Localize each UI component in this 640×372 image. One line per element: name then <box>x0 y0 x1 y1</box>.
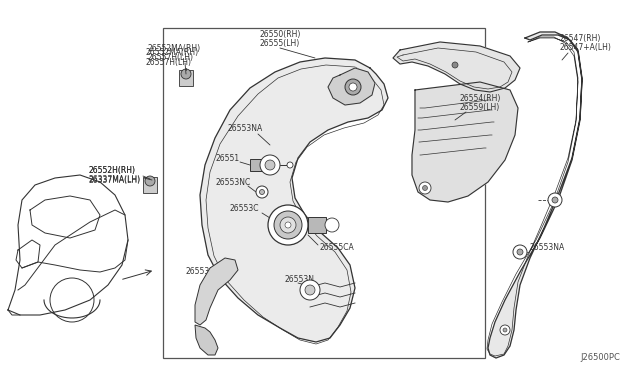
Circle shape <box>422 186 428 190</box>
Text: J26500PC: J26500PC <box>580 353 620 362</box>
Polygon shape <box>488 32 582 358</box>
Text: 26555(LH): 26555(LH) <box>260 38 300 48</box>
Text: 26552MA(RH): 26552MA(RH) <box>148 44 201 52</box>
Circle shape <box>268 205 308 245</box>
Circle shape <box>305 285 315 295</box>
FancyBboxPatch shape <box>308 217 326 233</box>
Circle shape <box>419 182 431 194</box>
Circle shape <box>265 160 275 170</box>
Text: 26553NC: 26553NC <box>216 177 252 186</box>
Circle shape <box>513 245 527 259</box>
Circle shape <box>256 186 268 198</box>
Circle shape <box>517 249 523 255</box>
Circle shape <box>287 162 293 168</box>
Text: 26552H(RH): 26552H(RH) <box>88 166 135 174</box>
Polygon shape <box>195 325 218 355</box>
Text: 26553C: 26553C <box>230 203 259 212</box>
Text: 26559(LH): 26559(LH) <box>460 103 500 112</box>
Circle shape <box>345 79 361 95</box>
Circle shape <box>300 280 320 300</box>
Circle shape <box>285 222 291 228</box>
Polygon shape <box>195 258 238 325</box>
Text: 26554(RH): 26554(RH) <box>460 93 501 103</box>
Text: 26555CA: 26555CA <box>320 244 355 253</box>
Text: 26553N: 26553N <box>285 276 315 285</box>
Circle shape <box>145 176 155 186</box>
Circle shape <box>552 197 558 203</box>
Text: 26551: 26551 <box>216 154 240 163</box>
Text: 26553NB: 26553NB <box>185 267 220 276</box>
Circle shape <box>500 325 510 335</box>
FancyBboxPatch shape <box>250 159 266 171</box>
Text: 26337MA(LH): 26337MA(LH) <box>88 176 140 185</box>
Circle shape <box>452 62 458 68</box>
Circle shape <box>280 217 296 233</box>
FancyBboxPatch shape <box>179 70 193 86</box>
Text: 26557H(LH): 26557H(LH) <box>145 58 191 67</box>
Text: 26547(RH): 26547(RH) <box>560 33 602 42</box>
Circle shape <box>548 193 562 207</box>
Text: 26552H(RH): 26552H(RH) <box>88 166 135 174</box>
Circle shape <box>274 211 302 239</box>
Circle shape <box>181 69 191 79</box>
FancyBboxPatch shape <box>143 177 157 193</box>
Text: 26337MA(LH): 26337MA(LH) <box>88 174 140 183</box>
Polygon shape <box>412 82 518 202</box>
Text: 26552MA(RH): 26552MA(RH) <box>145 48 198 57</box>
Circle shape <box>503 328 507 332</box>
Text: 26557H(LH): 26557H(LH) <box>148 52 194 61</box>
Text: 26550(RH): 26550(RH) <box>259 29 301 38</box>
Text: 26553NA: 26553NA <box>530 244 565 253</box>
Circle shape <box>349 83 357 91</box>
Circle shape <box>325 218 339 232</box>
Polygon shape <box>200 58 388 342</box>
Polygon shape <box>328 68 375 105</box>
Text: 26553NA: 26553NA <box>228 124 263 132</box>
Polygon shape <box>393 42 520 92</box>
FancyBboxPatch shape <box>163 28 485 358</box>
Circle shape <box>260 155 280 175</box>
Circle shape <box>259 189 264 195</box>
Text: 26547+A(LH): 26547+A(LH) <box>560 42 612 51</box>
